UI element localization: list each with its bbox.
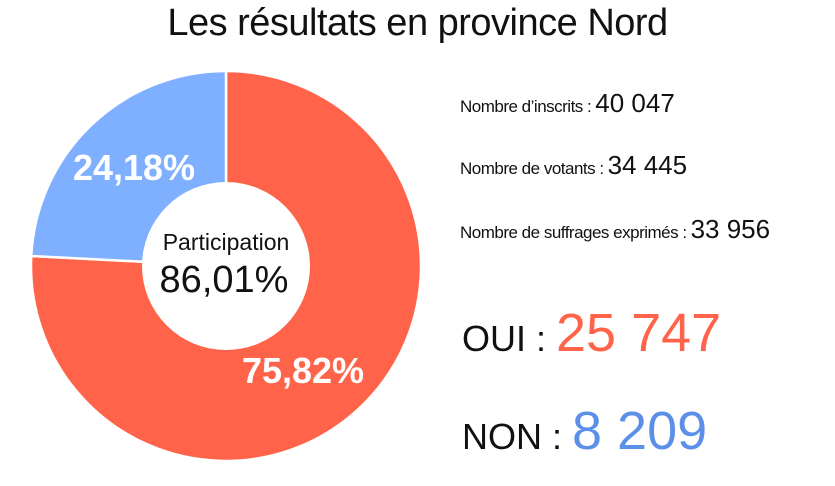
stat-label: Nombre de votants :	[460, 159, 604, 178]
donut-hole	[142, 182, 310, 350]
stat-label: Nombre d’inscrits :	[460, 97, 592, 116]
stat-value: 34 445	[607, 150, 688, 180]
result-non: NON :8 209	[462, 400, 707, 462]
result-oui: OUI :25 747	[462, 302, 721, 364]
stat-value: 40 047	[595, 88, 675, 118]
slice-label-oui: 75,82%	[242, 350, 364, 391]
result-value: 8 209	[572, 401, 708, 461]
stat-value: 33 956	[690, 214, 771, 244]
result-label: OUI :	[462, 318, 547, 359]
center-value: 86,01%	[160, 259, 289, 301]
stat-exprimes: Nombre de suffrages exprimés :33 956	[460, 214, 770, 245]
slice-oui	[29, 69, 423, 463]
stat-votants: Nombre de votants :34 445	[460, 150, 687, 181]
stat-inscrits: Nombre d’inscrits :40 047	[460, 88, 675, 119]
center-label: Participation	[163, 229, 290, 255]
stat-label: Nombre de suffrages exprimés :	[460, 223, 687, 242]
slice-label-non: 24,18%	[73, 147, 195, 188]
result-value: 25 747	[556, 303, 722, 363]
chart-title: Les résultats en province Nord	[167, 2, 668, 44]
result-label: NON :	[462, 416, 563, 457]
